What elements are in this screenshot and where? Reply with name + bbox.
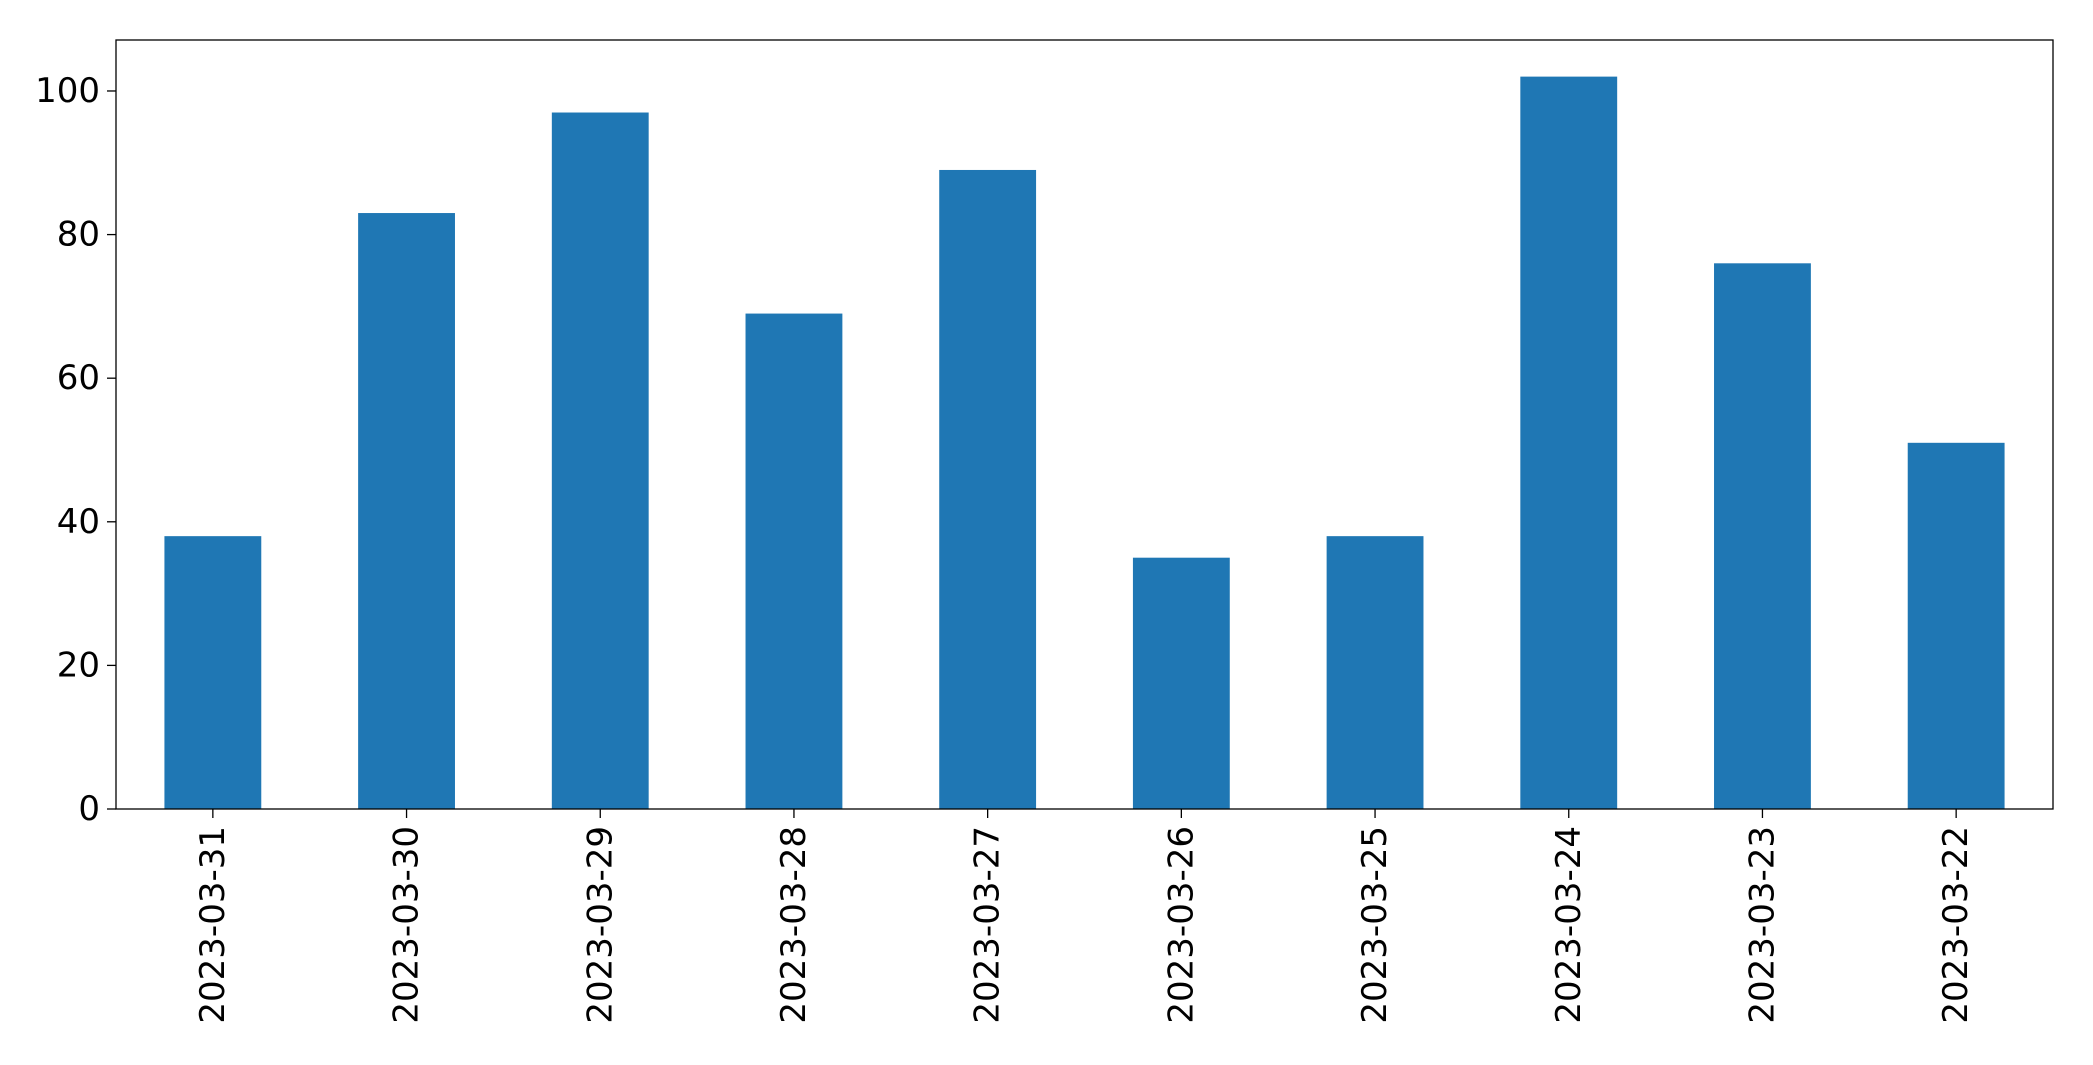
x-tick-label: 2023-03-25 [1355,826,1395,1024]
x-tick-label: 2023-03-28 [774,826,814,1024]
y-tick-label: 60 [57,358,100,398]
x-tick-label: 2023-03-26 [1161,826,1201,1024]
y-tick-label: 100 [35,71,100,111]
x-tick-label: 2023-03-30 [387,826,427,1024]
x-tick-label: 2023-03-31 [193,826,233,1024]
x-tick-label: 2023-03-23 [1742,826,1782,1024]
bar [164,536,262,809]
bar [1326,536,1424,809]
x-tick-label: 2023-03-29 [580,826,620,1024]
y-tick-label: 80 [57,215,100,255]
bar [1520,76,1618,810]
x-tick-label: 2023-03-24 [1549,826,1589,1024]
x-tick-label: 2023-03-27 [968,826,1008,1024]
bar [358,213,455,809]
y-tick-label: 40 [57,502,100,542]
y-tick-label: 20 [57,645,100,685]
bar [1907,442,2005,809]
bar [1132,557,1230,809]
x-tick-label: 2023-03-22 [1936,826,1976,1024]
plot-frame [115,39,2054,810]
bar [1714,263,1811,809]
bar [745,313,843,809]
y-tick-label: 0 [78,789,100,829]
bar [551,112,649,809]
bar [939,169,1037,809]
